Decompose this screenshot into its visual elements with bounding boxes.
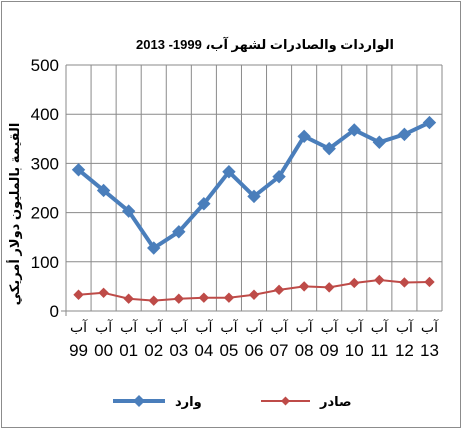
x-tick-year-label: 08 — [295, 341, 314, 360]
legend-label: صادر — [319, 394, 352, 409]
x-tick-month-label: آب — [271, 319, 289, 335]
data-point — [98, 287, 109, 299]
grid — [65, 64, 443, 312]
data-point — [172, 225, 186, 239]
data-point — [96, 183, 111, 198]
data-point — [198, 292, 210, 303]
data-point — [148, 295, 159, 306]
series-imports — [71, 115, 437, 255]
x-tick-month-label: آب — [245, 319, 263, 335]
axes: 0 100 200 300 400 500 آب 99 آب 00 آب 01 آب 02 آب 03 آب 04… — [31, 56, 442, 360]
series-exports — [73, 274, 435, 306]
x-tick-year-label: 12 — [395, 341, 414, 360]
data-point — [349, 277, 360, 289]
x-tick-month-label: آب — [396, 319, 414, 335]
x-tick-year-label: 09 — [320, 341, 339, 360]
data-point — [399, 277, 410, 288]
legend-item-imports: وارد — [113, 394, 202, 409]
data-point — [147, 241, 161, 255]
legend-swatch-marker — [133, 395, 145, 407]
data-point — [273, 284, 285, 296]
y-tick-label: 100 — [31, 253, 59, 272]
x-tick-year-label: 03 — [169, 341, 188, 360]
x-tick-month-label: آب — [220, 319, 238, 335]
x-tick-year-label: 99 — [69, 341, 88, 360]
data-point — [397, 127, 412, 142]
data-point — [347, 123, 361, 137]
data-point — [73, 289, 84, 300]
series-layer — [71, 115, 437, 306]
x-tick-month-label: آب — [346, 319, 364, 335]
data-point — [247, 189, 261, 204]
y-tick-label: 0 — [50, 302, 59, 321]
x-tick-month-label: آب — [195, 319, 213, 335]
x-tick-month-label: آب — [421, 319, 439, 335]
data-point — [223, 292, 235, 303]
x-tick-month-label: آب — [120, 319, 138, 335]
data-point — [123, 293, 134, 304]
data-point — [121, 204, 136, 218]
x-tick-year-label: 13 — [420, 341, 439, 360]
y-tick-label: 200 — [31, 204, 59, 223]
x-tick-year-label: 00 — [94, 341, 113, 360]
data-point — [71, 163, 86, 177]
legend-swatch-marker — [281, 396, 290, 406]
data-point — [372, 135, 387, 149]
x-tick-year-label: 07 — [270, 341, 289, 360]
data-point — [248, 289, 260, 300]
data-point — [197, 197, 211, 211]
data-point — [422, 115, 437, 130]
x-tick-year-label: 05 — [219, 341, 238, 360]
x-tick-year-label: 02 — [144, 341, 163, 360]
legend-item-exports: صادر — [261, 394, 352, 409]
x-tick-year-label: 01 — [119, 341, 138, 360]
y-tick-label: 500 — [31, 56, 59, 75]
y-tick-label: 300 — [31, 154, 59, 173]
data-point — [374, 274, 385, 286]
data-point — [298, 281, 310, 292]
legend: وارد صادر — [113, 394, 352, 409]
data-point — [173, 293, 185, 304]
chart-title: الواردات والصادرات لشهر آب، 1999- 2013 — [136, 36, 394, 52]
y-tick-label: 400 — [31, 105, 59, 124]
data-point — [424, 276, 435, 288]
data-point — [323, 282, 335, 293]
data-point — [322, 141, 336, 156]
data-point — [272, 169, 286, 184]
x-tick-month-label: آب — [321, 319, 339, 335]
x-tick-year-label: 06 — [245, 341, 264, 360]
x-tick-month-label: آب — [296, 319, 314, 335]
y-axis-label: القيمة بالمليون دولار أمريكي — [6, 123, 22, 306]
x-tick-month-label: آب — [371, 319, 389, 335]
legend-label: وارد — [175, 394, 202, 409]
x-tick-year-label: 04 — [194, 341, 213, 360]
data-point — [297, 129, 311, 144]
x-tick-month-label: آب — [70, 319, 88, 335]
x-tick-month-label: آب — [95, 319, 113, 335]
x-tick-month-label: آب — [170, 319, 188, 335]
x-tick-year-label: 10 — [345, 341, 364, 360]
x-tick-month-label: آب — [145, 319, 163, 335]
data-point — [222, 165, 236, 179]
x-tick-year-label: 11 — [371, 341, 389, 360]
